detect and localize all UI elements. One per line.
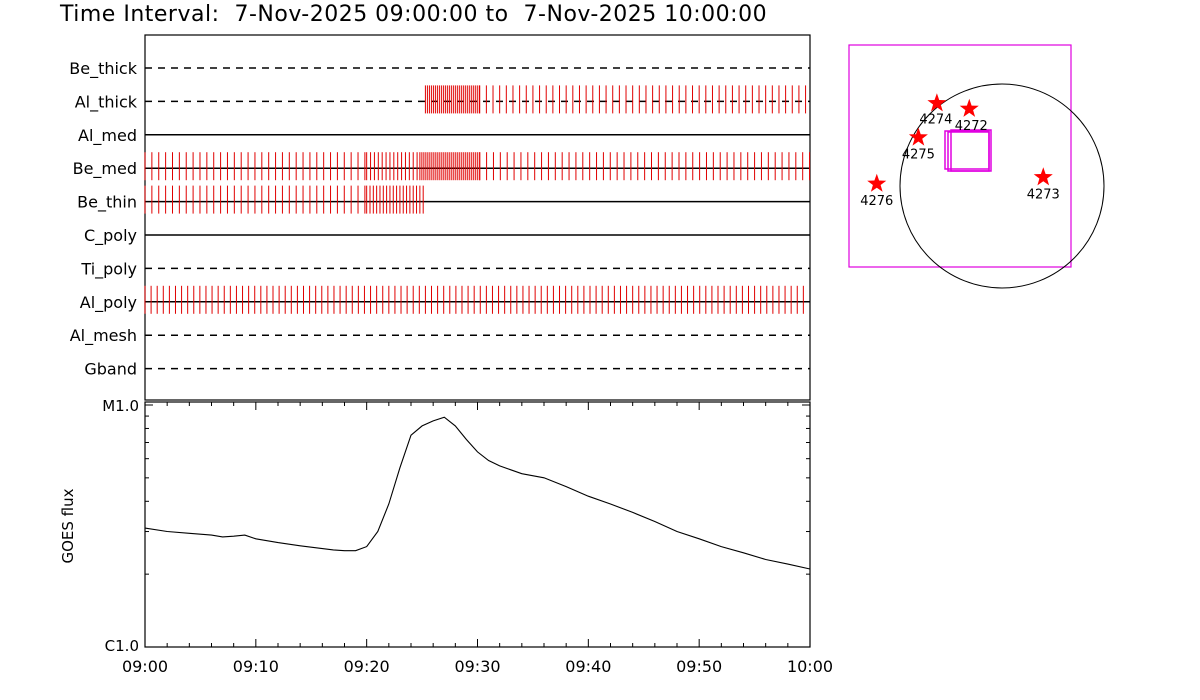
goes-panel: 09:00 09:10 09:20 09:30 09:40 09:50 10:00 C1.0 M… bbox=[59, 397, 833, 676]
y-min-label: C1.0 bbox=[105, 637, 139, 655]
timeline-panel: Be_thick Al_thick Al_med Be_med Be_thin C_pol… bbox=[69, 34, 811, 401]
y-max-label: M1.0 bbox=[102, 397, 139, 415]
x-tick-label: 09:40 bbox=[565, 657, 611, 676]
channel-label-c-poly: C_poly bbox=[84, 226, 137, 246]
channel-label-be-thin: Be_thin bbox=[77, 193, 137, 213]
ar-star-4273 bbox=[1033, 167, 1053, 186]
channel-label-al-mesh: Al_mesh bbox=[70, 326, 137, 346]
ar-fov-box bbox=[950, 129, 992, 172]
x-tick-label: 10:00 bbox=[787, 657, 833, 676]
ar-label-4274: 4274 bbox=[919, 112, 952, 127]
ar-star-4272 bbox=[959, 98, 979, 117]
x-tick-label: 09:50 bbox=[676, 657, 722, 676]
ar-fov-box bbox=[947, 131, 990, 172]
ar-label-4276: 4276 bbox=[860, 194, 893, 209]
channel-label-gband: Gband bbox=[84, 360, 137, 379]
channel-label-al-med: Al_med bbox=[78, 126, 137, 146]
goes-flux-line bbox=[144, 416, 811, 570]
channel-label-be-thick: Be_thick bbox=[69, 59, 137, 79]
channel-label-ti-poly: Ti_poly bbox=[80, 259, 137, 279]
ar-star-4275 bbox=[908, 127, 928, 146]
ar-label-4273: 4273 bbox=[1027, 187, 1060, 202]
x-tick-label: 09:20 bbox=[344, 657, 390, 676]
x-tick-label: 09:10 bbox=[233, 657, 279, 676]
goes-ylabel: GOES flux bbox=[59, 488, 77, 563]
sun-map-panel: 4274 4272 4275 4276 4273 bbox=[848, 44, 1105, 289]
map-fov-box bbox=[848, 44, 1072, 268]
timeline-frame bbox=[144, 34, 811, 401]
channel-label-al-poly: Al_poly bbox=[80, 293, 137, 313]
time-interval-title: Time Interval: 7-Nov-2025 09:00:00 to 7-… bbox=[60, 2, 768, 27]
ar-label-4272: 4272 bbox=[955, 119, 988, 134]
x-tick-label: 09:30 bbox=[454, 657, 500, 676]
ar-star-4276 bbox=[867, 173, 887, 192]
channel-label-be-med: Be_med bbox=[73, 159, 137, 179]
solar-limb bbox=[899, 83, 1105, 289]
goes-frame bbox=[144, 401, 811, 648]
channel-label-al-thick: Al_thick bbox=[75, 92, 138, 112]
ar-label-4275: 4275 bbox=[902, 148, 935, 163]
ar-star-4274 bbox=[927, 93, 947, 112]
x-tick-label: 09:00 bbox=[122, 657, 168, 676]
